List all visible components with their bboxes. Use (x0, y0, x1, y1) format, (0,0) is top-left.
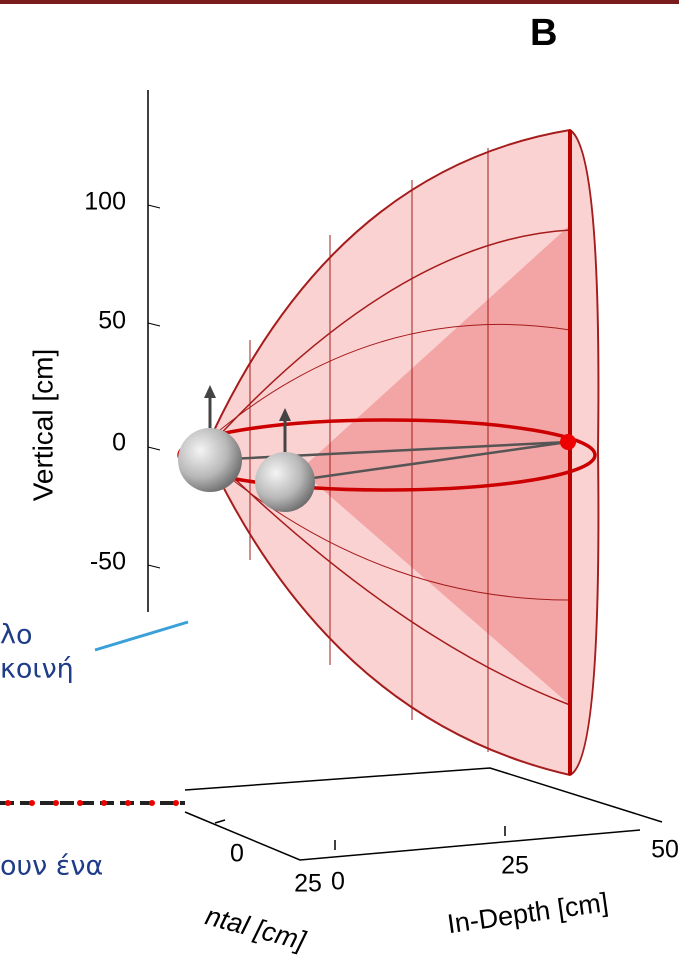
axis-label: Vertical [cm] (27, 349, 58, 501)
surface (178, 130, 598, 775)
axis-label: In-Depth [cm] (445, 887, 610, 939)
tick-label: -50 (90, 548, 126, 576)
slide-text: λο (0, 620, 33, 651)
slide-text: κοινή (0, 654, 74, 685)
tick-label: 50 (651, 836, 679, 864)
slide-line (95, 622, 188, 650)
panel-label: B (530, 12, 557, 54)
figure: B 100 50 0 -50 Vertical [cm] 0 (0, 0, 679, 966)
tick-label: 25 (294, 870, 322, 898)
tick-label: 0 (331, 868, 345, 896)
top-bar (0, 0, 679, 4)
tick-label: 0 (230, 840, 244, 868)
tick-label: 100 (84, 188, 126, 216)
vertical-ticks (148, 205, 160, 568)
tick-label: 0 (112, 429, 126, 457)
slide-text: ουν ένα (0, 851, 103, 882)
axis-label: ntal [cm] (202, 900, 310, 956)
tick-label: 25 (501, 852, 529, 880)
floor-axes (185, 768, 662, 860)
tick-label: 50 (98, 307, 126, 335)
